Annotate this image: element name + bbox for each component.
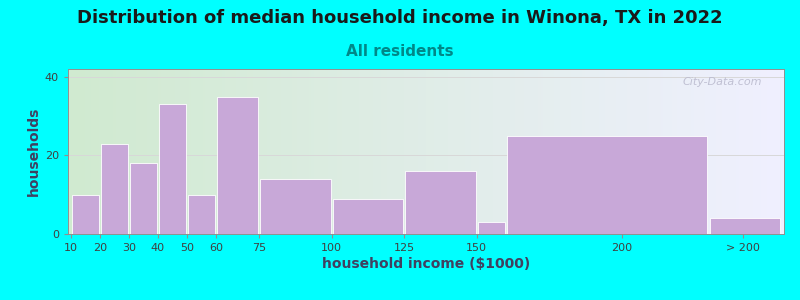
X-axis label: household income ($1000): household income ($1000): [322, 257, 530, 271]
Bar: [333, 199, 403, 234]
Text: City-Data.com: City-Data.com: [683, 77, 762, 87]
Bar: [478, 222, 505, 234]
Bar: [406, 171, 475, 234]
Bar: [159, 104, 186, 234]
Y-axis label: households: households: [26, 107, 41, 196]
Bar: [72, 195, 98, 234]
Bar: [101, 144, 128, 234]
Bar: [130, 163, 157, 234]
Bar: [217, 97, 258, 234]
Bar: [507, 136, 707, 234]
Bar: [261, 179, 330, 234]
Text: Distribution of median household income in Winona, TX in 2022: Distribution of median household income …: [77, 9, 723, 27]
Bar: [188, 195, 214, 234]
Text: All residents: All residents: [346, 44, 454, 59]
Bar: [710, 218, 780, 234]
